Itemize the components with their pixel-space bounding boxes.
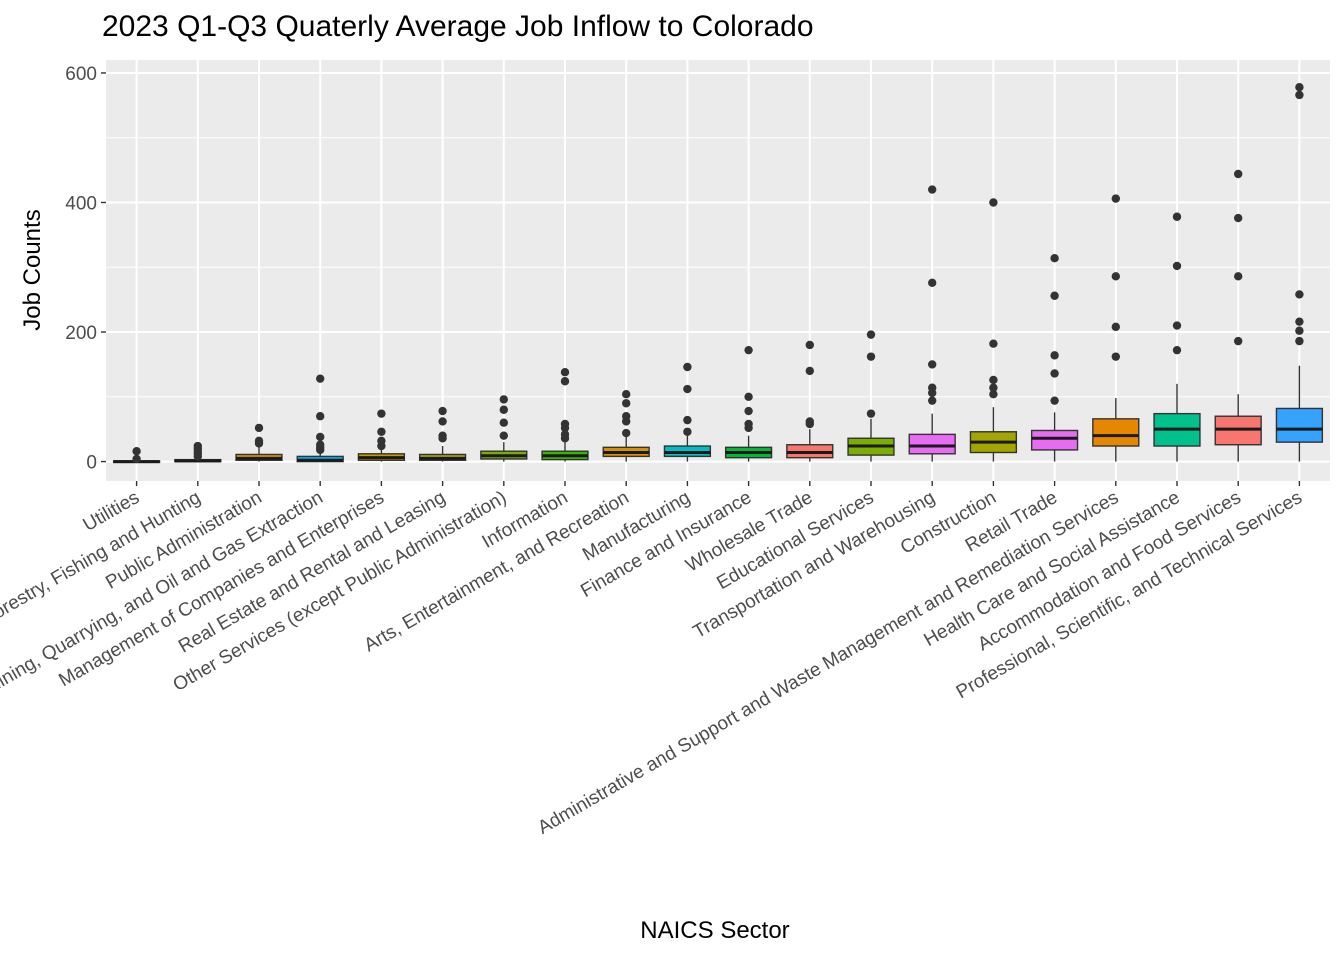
y-tick-label: 200 xyxy=(65,323,97,344)
y-axis-title: Job Counts xyxy=(19,209,46,330)
outlier-point xyxy=(316,412,325,421)
plot-panel xyxy=(106,60,1330,481)
outlier-point xyxy=(377,436,386,446)
outlier-point xyxy=(989,390,998,399)
outlier-point xyxy=(744,406,753,416)
outlier-point xyxy=(1050,396,1059,405)
outlier-point xyxy=(622,428,631,438)
outlier-point xyxy=(989,383,998,392)
outlier-point xyxy=(1050,291,1059,300)
outlier-point xyxy=(1172,261,1182,271)
outlier-point xyxy=(1234,336,1243,346)
outlier-point xyxy=(1172,321,1182,330)
outlier-point xyxy=(989,339,998,348)
box xyxy=(908,433,956,455)
outlier-point xyxy=(1111,322,1121,332)
outlier-point xyxy=(1295,83,1304,92)
outlier-point xyxy=(928,383,937,392)
outlier-point xyxy=(560,367,570,377)
outlier-point xyxy=(499,395,508,404)
outlier-point xyxy=(805,417,814,426)
outlier-point xyxy=(1111,194,1121,203)
outlier-point xyxy=(1295,90,1304,100)
outlier-point xyxy=(560,377,570,386)
outlier-point xyxy=(744,392,753,401)
outlier-point xyxy=(744,419,753,429)
outlier-point xyxy=(438,406,447,416)
outlier-point xyxy=(316,440,325,449)
y-tick-label: 400 xyxy=(65,193,97,214)
outlier-point xyxy=(928,278,937,288)
outlier-point xyxy=(254,423,264,433)
outlier-point xyxy=(744,345,753,355)
outlier-point xyxy=(132,454,141,464)
outlier-point xyxy=(866,352,876,361)
outlier-point xyxy=(1111,352,1121,361)
chart-title: 2023 Q1-Q3 Quaterly Average Job Inflow t… xyxy=(102,10,814,43)
outlier-point xyxy=(1295,326,1304,335)
outlier-point xyxy=(377,409,386,418)
outlier-point xyxy=(622,390,631,399)
outlier-point xyxy=(683,362,692,372)
x-axis-title: NAICS Sector xyxy=(640,917,789,944)
outlier-point xyxy=(1234,272,1243,281)
outlier-point xyxy=(866,409,876,418)
outlier-point xyxy=(560,419,570,429)
y-tick-label: 0 xyxy=(86,453,97,474)
outlier-point xyxy=(438,431,447,440)
outlier-point xyxy=(1050,253,1059,263)
outlier-point xyxy=(1295,317,1304,326)
outlier-point xyxy=(560,430,570,439)
outlier-point xyxy=(1050,369,1059,378)
outlier-point xyxy=(1295,336,1304,346)
outlier-point xyxy=(254,436,264,446)
box xyxy=(1030,429,1079,451)
outlier-point xyxy=(805,340,814,350)
outlier-point xyxy=(316,432,325,442)
outlier-point xyxy=(1172,345,1182,355)
outlier-point xyxy=(1050,351,1059,360)
y-tick-label: 600 xyxy=(65,64,97,85)
outlier-point xyxy=(683,415,692,425)
outlier-point xyxy=(1234,213,1243,223)
outlier-point xyxy=(1295,290,1304,299)
outlier-point xyxy=(1234,169,1243,179)
outlier-point xyxy=(805,366,814,376)
outlier-point xyxy=(193,441,202,451)
outlier-point xyxy=(438,417,447,426)
outlier-point xyxy=(683,384,692,394)
outlier-point xyxy=(1111,272,1121,281)
outlier-point xyxy=(1172,212,1182,221)
outlier-point xyxy=(499,431,508,440)
box xyxy=(1275,407,1324,443)
outlier-point xyxy=(499,405,508,414)
outlier-point xyxy=(928,185,937,194)
outlier-point xyxy=(928,396,937,405)
outlier-point xyxy=(316,374,325,383)
outlier-point xyxy=(928,360,937,369)
outlier-point xyxy=(377,427,386,436)
box xyxy=(1092,418,1140,447)
outlier-point xyxy=(683,427,692,436)
outlier-point xyxy=(499,418,508,427)
outlier-point xyxy=(622,399,631,408)
outlier-point xyxy=(989,198,998,207)
outlier-point xyxy=(132,447,141,456)
outlier-point xyxy=(622,412,631,421)
outlier-point xyxy=(866,330,876,339)
outlier-point xyxy=(989,375,998,385)
